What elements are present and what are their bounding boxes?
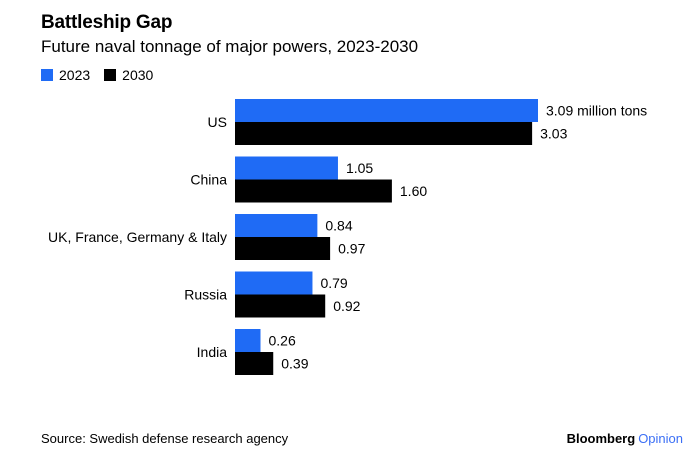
bar-russia-2030 — [235, 294, 326, 318]
chart-title: Battleship Gap — [41, 12, 173, 33]
category-label-china: China — [190, 172, 227, 188]
value-label-china-2030: 1.60 — [400, 183, 427, 199]
value-label-india-2023: 0.26 — [268, 333, 295, 349]
bar-uk-france-germany-italy-2030 — [235, 237, 331, 260]
bar-us-2030 — [235, 122, 533, 145]
brand-logo: Bloomberg Opinion — [567, 431, 683, 446]
legend-label-2030: 2030 — [122, 67, 154, 83]
bar-china-2030 — [235, 179, 392, 203]
bar-china-2023 — [235, 156, 338, 180]
bar-russia-2023 — [235, 271, 313, 295]
value-label-us-2023: 3.09 million tons — [546, 103, 647, 119]
legend-item-2023: 2023 — [41, 67, 90, 83]
category-label-us: US — [208, 114, 227, 130]
category-label-india: India — [197, 344, 228, 360]
category-label-uk-france-germany-italy: UK, France, Germany & Italy — [48, 229, 227, 245]
legend-swatch-2030 — [104, 69, 117, 81]
bar-us-2023 — [235, 99, 538, 122]
value-label-india-2030: 0.39 — [281, 356, 308, 372]
bar-india-2023 — [235, 329, 261, 352]
legend-swatch-2023 — [41, 69, 53, 81]
brand-name: Bloomberg — [566, 431, 636, 446]
category-label-russia: Russia — [184, 287, 227, 303]
bar-uk-france-germany-italy-2023 — [235, 214, 318, 237]
legend-label-2023: 2023 — [59, 67, 91, 83]
value-label-uk-france-germany-italy-2030: 0.97 — [338, 241, 365, 257]
legend: 2023 2030 — [41, 67, 167, 83]
bar-india-2030 — [235, 352, 274, 375]
chart-subtitle: Future naval tonnage of major powers, 20… — [41, 37, 419, 56]
value-label-uk-france-germany-italy-2023: 0.84 — [325, 218, 352, 234]
value-label-china-2023: 1.05 — [346, 160, 373, 176]
value-label-us-2030: 3.03 — [540, 126, 567, 142]
source-note: Source: Swedish defense research agency — [41, 431, 289, 446]
legend-item-2030: 2030 — [104, 67, 153, 83]
value-label-russia-2023: 0.79 — [320, 275, 347, 291]
brand-suffix: Opinion — [638, 431, 683, 446]
value-label-russia-2030: 0.92 — [333, 298, 360, 314]
